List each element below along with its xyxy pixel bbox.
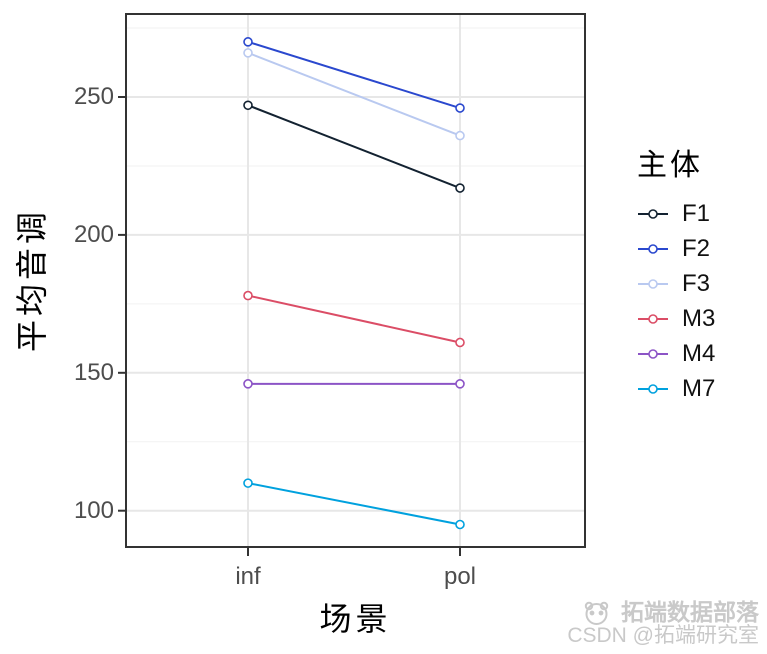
panda-logo-icon (584, 601, 609, 625)
legend-item-F1: F1 (637, 202, 765, 226)
watermark-brand: 拓端数据部落 (621, 600, 759, 625)
legend-key-line-icon (638, 209, 668, 219)
legend-label: M4 (682, 340, 716, 367)
data-point-F3-inf (243, 48, 253, 58)
series-line-M3 (247, 294, 461, 344)
legend-label: F3 (682, 270, 711, 297)
legend: 主体 F1 F2 F3 M3 M4 M7 (637, 150, 765, 412)
legend-key-line-icon (638, 384, 668, 394)
legend-key-line-icon (638, 244, 668, 254)
legend-item-M3: M3 (637, 307, 765, 331)
legend-item-M7: M7 (637, 377, 765, 401)
series-line-F1 (247, 104, 461, 189)
legend-key-line-icon (638, 349, 668, 359)
legend-item-M4: M4 (637, 342, 765, 366)
x-axis-title: 场景 (319, 601, 392, 637)
data-point-F1-pol (455, 183, 465, 193)
y-tick-label-200: 200 (73, 220, 114, 248)
data-point-M3-pol (455, 337, 465, 348)
watermark-credit: CSDN @拓端研究室 (567, 624, 759, 647)
y-tick-label-250: 250 (73, 83, 114, 110)
legend-label: M3 (682, 305, 716, 332)
data-point-M4-inf (243, 379, 253, 389)
data-point-F1-inf (243, 100, 253, 111)
data-point-F3-pol (455, 130, 465, 141)
y-tick-label-100: 100 (73, 496, 114, 524)
legend-key-line-icon (638, 279, 668, 289)
series-line-F3 (247, 51, 461, 137)
series-line-F2 (247, 40, 461, 109)
legend-item-F3: F3 (637, 272, 765, 296)
data-point-M4-pol (455, 379, 465, 389)
data-point-M7-inf (243, 478, 253, 488)
x-tick-label-inf: inf (235, 563, 261, 590)
data-point-F2-pol (455, 103, 465, 113)
x-tick-label-pol: pol (443, 563, 477, 590)
y-tick-label-150: 150 (73, 358, 114, 386)
series-line-M7 (247, 482, 461, 526)
legend-title: 主体 (637, 149, 703, 182)
legend-label: M7 (682, 375, 716, 402)
legend-key-line-icon (638, 314, 668, 324)
legend-item-F2: F2 (637, 237, 765, 261)
legend-items: F1 F2 F3 M3 M4 M7 (637, 202, 765, 401)
watermark: 拓端数据部落 CSDN @拓端研究室 (567, 600, 759, 648)
legend-label: F1 (682, 200, 711, 227)
data-point-M3-inf (243, 290, 253, 301)
data-point-M7-pol (455, 519, 465, 530)
panel-border (125, 13, 586, 548)
data-point-F2-inf (243, 37, 253, 47)
legend-label: F2 (682, 235, 711, 262)
